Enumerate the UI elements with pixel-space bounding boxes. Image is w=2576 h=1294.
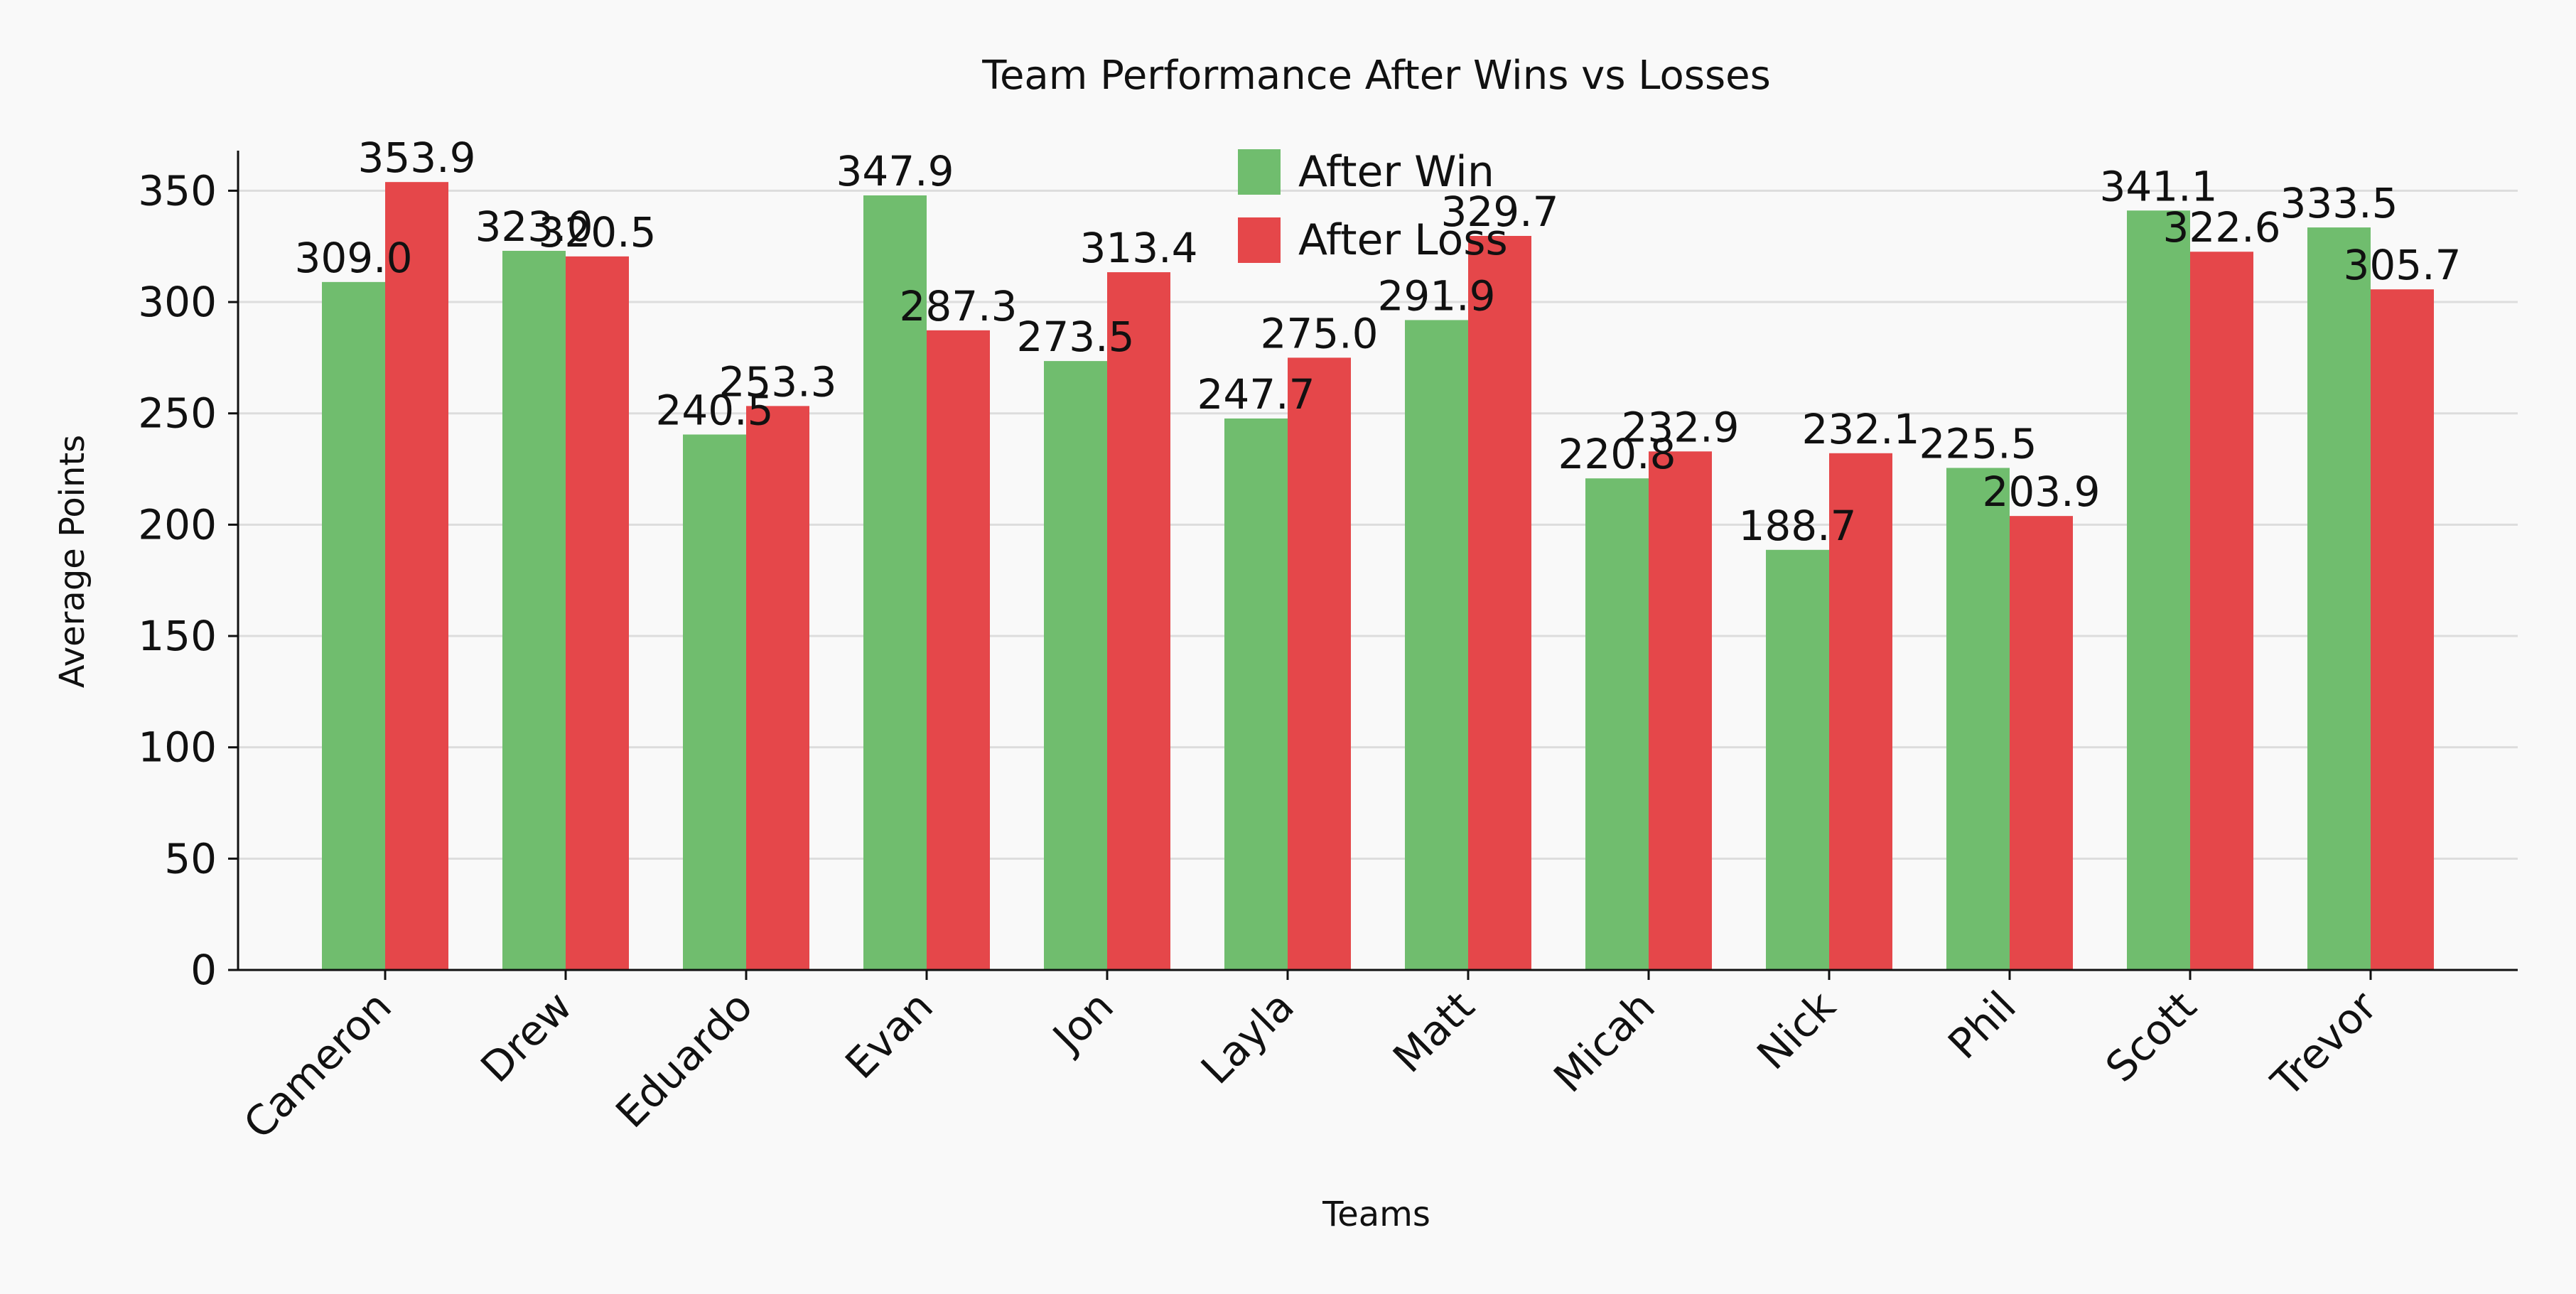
data-label: 333.5 xyxy=(2280,179,2398,227)
y-tick-label: 150 xyxy=(138,612,217,660)
bar-after-loss xyxy=(2190,252,2253,970)
data-label: 313.4 xyxy=(1079,224,1197,272)
data-label: 188.7 xyxy=(1738,502,1856,550)
bar-after-win xyxy=(1044,361,1107,970)
bar-after-loss xyxy=(746,406,809,970)
data-label: 309.0 xyxy=(294,234,412,282)
data-label: 247.7 xyxy=(1197,370,1315,419)
bar-after-win xyxy=(322,281,385,971)
data-label: 253.3 xyxy=(718,357,836,406)
bar-after-win xyxy=(2127,210,2190,971)
bar-after-win xyxy=(1946,468,2010,970)
bar-after-loss xyxy=(927,330,990,971)
legend: After Win After Loss xyxy=(1238,147,1508,265)
data-label: 320.5 xyxy=(538,208,656,257)
data-label: 220.8 xyxy=(1558,430,1676,478)
data-label: 232.1 xyxy=(1801,405,1919,453)
y-tick-label: 50 xyxy=(164,834,217,883)
bar-series-group xyxy=(322,182,2434,971)
bar-after-loss xyxy=(385,182,448,970)
data-label: 291.9 xyxy=(1377,271,1495,320)
bar-after-loss xyxy=(566,256,629,971)
data-label: 287.3 xyxy=(899,282,1017,330)
data-label: 347.9 xyxy=(836,147,954,195)
data-label: 225.5 xyxy=(1919,419,2037,468)
data-label: 232.9 xyxy=(1621,403,1739,451)
data-label: 273.5 xyxy=(1016,313,1134,361)
data-label: 240.5 xyxy=(655,386,773,434)
bar-after-win xyxy=(1766,549,1829,970)
data-label: 353.9 xyxy=(357,134,475,182)
bar-after-win xyxy=(2307,227,2371,970)
bar-after-loss xyxy=(2010,516,2073,970)
bar-after-win xyxy=(1585,478,1649,970)
bar-after-win xyxy=(1224,418,1288,970)
data-label: 323.0 xyxy=(475,203,593,251)
y-tick-label: 300 xyxy=(138,278,217,326)
y-tick-label: 100 xyxy=(138,723,217,772)
data-label: 341.1 xyxy=(2099,162,2217,210)
chart-title: Team Performance After Wins vs Losses xyxy=(981,53,1771,99)
y-tick-label: 250 xyxy=(138,389,217,438)
bar-after-loss xyxy=(2371,289,2434,970)
bar-after-win xyxy=(683,434,746,970)
data-label: 305.7 xyxy=(2343,241,2461,289)
legend-swatch xyxy=(1238,217,1281,263)
y-tick-label: 200 xyxy=(138,500,217,549)
legend-label: After Win xyxy=(1298,147,1494,197)
bar-after-win xyxy=(1405,320,1468,971)
bar-after-loss xyxy=(1468,235,1531,970)
legend-label: After Loss xyxy=(1298,215,1508,265)
legend-swatch xyxy=(1238,149,1281,195)
data-label: 322.6 xyxy=(2162,203,2280,252)
y-tick-label: 350 xyxy=(138,166,217,215)
y-tick-label: 0 xyxy=(190,946,217,994)
bar-after-win xyxy=(863,195,927,971)
bar-after-loss xyxy=(1649,451,1712,970)
x-axis-title: Teams xyxy=(1322,1195,1430,1234)
data-label: 275.0 xyxy=(1260,309,1378,357)
bar-after-loss xyxy=(1288,357,1351,970)
bar-after-win xyxy=(502,250,566,971)
bar-after-loss xyxy=(1107,272,1170,971)
bar-after-loss xyxy=(1829,453,1892,970)
data-label: 203.9 xyxy=(1982,468,2100,516)
data-label: 329.7 xyxy=(1440,188,1558,236)
y-axis-title: Average Points xyxy=(53,435,92,689)
axes xyxy=(237,151,2518,971)
